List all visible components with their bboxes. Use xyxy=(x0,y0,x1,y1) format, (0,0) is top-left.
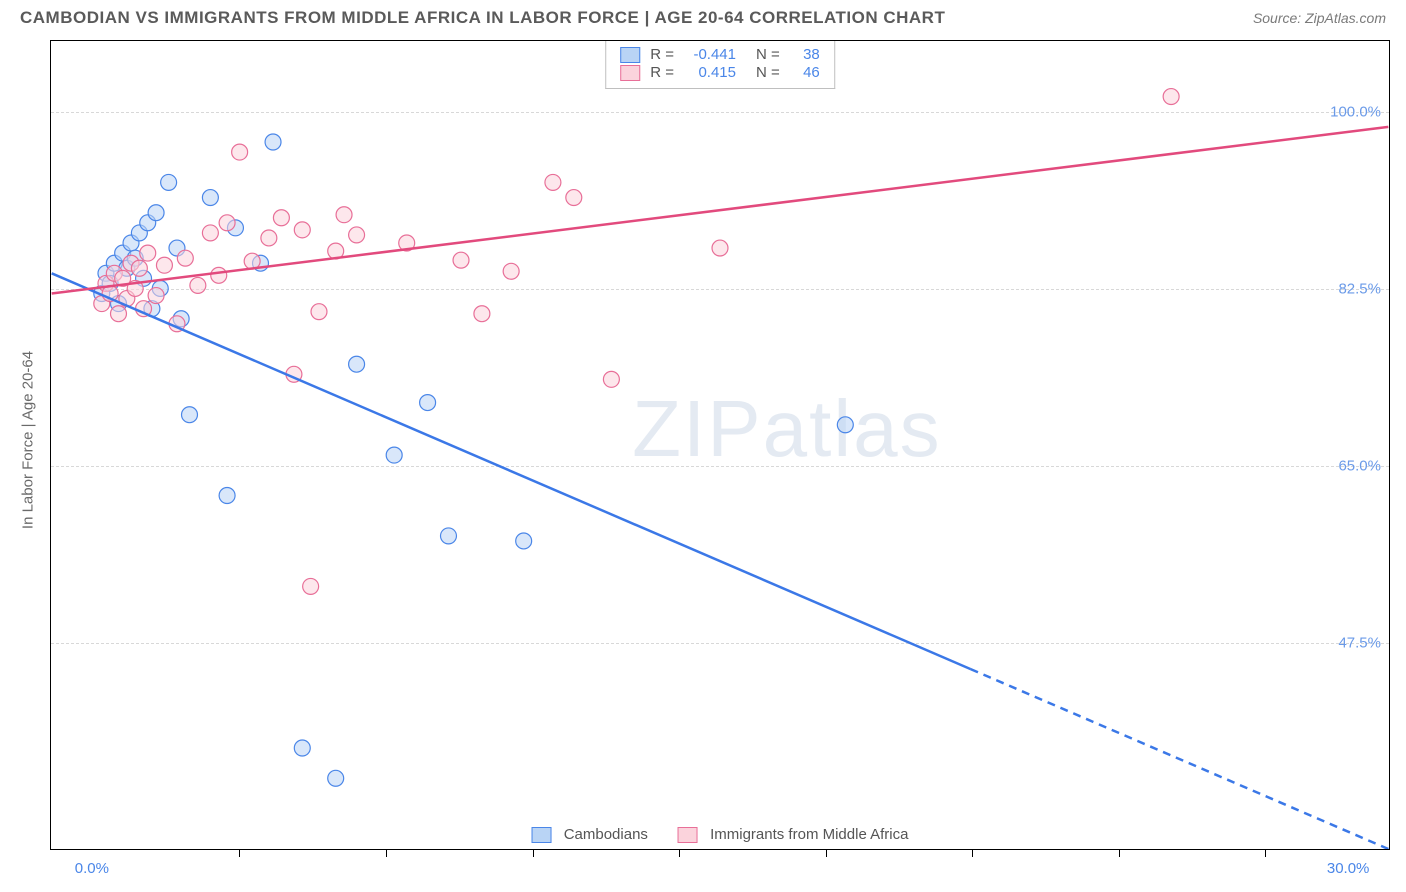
y-tick-label: 82.5% xyxy=(1338,281,1381,298)
r-value: -0.441 xyxy=(684,46,736,63)
y-tick-label: 100.0% xyxy=(1330,103,1381,120)
legend-swatch-series2 xyxy=(678,827,698,843)
y-tick-label: 47.5% xyxy=(1338,635,1381,652)
x-tick xyxy=(826,849,827,857)
stats-row-series2: R = 0.415 N = 46 xyxy=(620,64,820,81)
n-value: 38 xyxy=(790,46,820,63)
n-label: N = xyxy=(756,64,780,81)
grid-line xyxy=(51,466,1389,467)
watermark: ZIPatlas xyxy=(632,383,941,475)
legend-item-series1: Cambodians xyxy=(532,826,648,843)
r-label: R = xyxy=(650,46,674,63)
scatter-plot-svg xyxy=(51,41,1389,849)
n-value: 46 xyxy=(790,64,820,81)
r-value: 0.415 xyxy=(684,64,736,81)
chart-container: 47.5% 65.0% 82.5% 100.0% ZIPatlas R = -0.44… xyxy=(50,40,1390,850)
legend-label: Cambodians xyxy=(564,826,648,843)
grid-line xyxy=(51,643,1389,644)
legend-label: Immigrants from Middle Africa xyxy=(710,826,908,843)
legend-item-series2: Immigrants from Middle Africa xyxy=(678,826,909,843)
x-tick xyxy=(1265,849,1266,857)
x-axis-max-label: 30.0% xyxy=(1327,860,1370,877)
r-label: R = xyxy=(650,64,674,81)
bottom-legend: Cambodians Immigrants from Middle Africa xyxy=(532,826,909,843)
x-axis-min-label: 0.0% xyxy=(75,860,109,877)
source-attribution: Source: ZipAtlas.com xyxy=(1253,10,1386,26)
legend-swatch-series1 xyxy=(532,827,552,843)
chart-title: CAMBODIAN VS IMMIGRANTS FROM MIDDLE AFRI… xyxy=(20,8,945,28)
y-tick-label: 65.0% xyxy=(1338,458,1381,475)
x-tick xyxy=(386,849,387,857)
x-tick xyxy=(239,849,240,857)
y-axis-label: In Labor Force | Age 20-64 xyxy=(20,351,37,529)
x-tick xyxy=(972,849,973,857)
correlation-stats-box: R = -0.441 N = 38 R = 0.415 N = 46 xyxy=(605,41,835,89)
n-label: N = xyxy=(756,46,780,63)
x-tick xyxy=(533,849,534,857)
x-tick xyxy=(1119,849,1120,857)
stats-row-series1: R = -0.441 N = 38 xyxy=(620,46,820,63)
stats-swatch-series2 xyxy=(620,65,640,81)
grid-line xyxy=(51,112,1389,113)
x-tick xyxy=(679,849,680,857)
stats-swatch-series1 xyxy=(620,47,640,63)
grid-line xyxy=(51,289,1389,290)
